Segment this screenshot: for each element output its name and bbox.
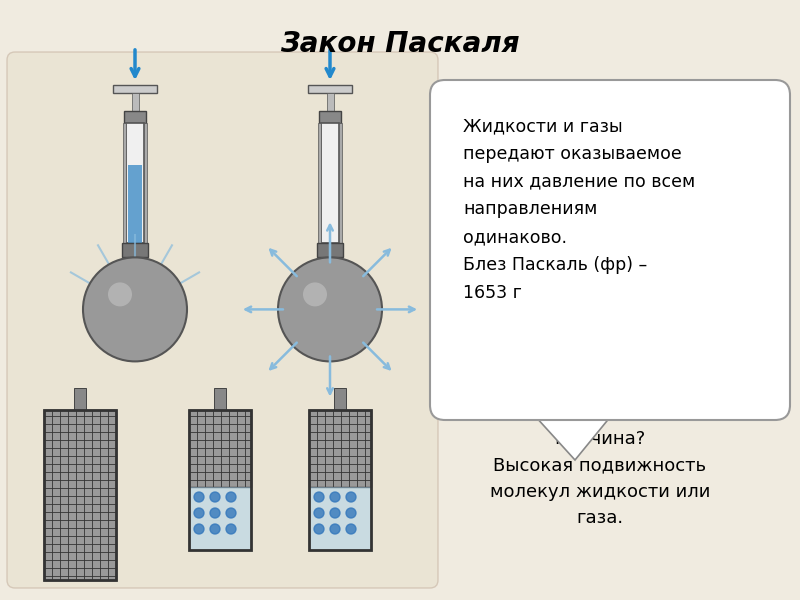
Bar (123, 123, 126, 243)
Circle shape (314, 508, 324, 518)
Circle shape (194, 492, 204, 502)
Circle shape (346, 524, 356, 534)
Bar (319, 111, 341, 123)
Bar (339, 123, 342, 243)
Circle shape (108, 283, 132, 307)
Bar (130, 257, 140, 273)
Circle shape (330, 508, 340, 518)
Bar (325, 257, 335, 273)
Text: Закон Паскаля: Закон Паскаля (280, 30, 520, 58)
Bar (309, 410, 371, 550)
Circle shape (210, 524, 220, 534)
Bar (334, 388, 346, 410)
Bar (214, 388, 226, 410)
Bar (308, 85, 352, 93)
Bar (318, 123, 321, 243)
Bar (309, 410, 371, 487)
Bar (74, 388, 86, 410)
Circle shape (226, 492, 236, 502)
Bar (122, 243, 148, 257)
Circle shape (194, 508, 204, 518)
Bar (309, 487, 371, 550)
Text: Причина?
Высокая подвижность
молекул жидкости или
газа.: Причина? Высокая подвижность молекул жид… (490, 430, 710, 527)
Circle shape (346, 492, 356, 502)
Bar (144, 123, 147, 243)
Text: Жидкости и газы
передают оказываемое
на них давление по всем
направлениям
одинак: Жидкости и газы передают оказываемое на … (463, 117, 695, 302)
Bar (113, 85, 157, 93)
Bar (44, 410, 116, 580)
Circle shape (226, 524, 236, 534)
Bar (189, 410, 251, 550)
Circle shape (194, 524, 204, 534)
Bar (321, 123, 339, 243)
Circle shape (314, 524, 324, 534)
Circle shape (330, 524, 340, 534)
Polygon shape (525, 405, 620, 460)
Circle shape (83, 257, 187, 361)
Circle shape (330, 492, 340, 502)
Circle shape (226, 508, 236, 518)
Bar (44, 410, 116, 580)
Bar (317, 243, 343, 257)
Bar (131, 93, 138, 111)
Bar (189, 487, 251, 550)
Circle shape (346, 508, 356, 518)
Circle shape (210, 508, 220, 518)
Circle shape (303, 283, 327, 307)
Circle shape (314, 492, 324, 502)
Circle shape (278, 257, 382, 361)
FancyBboxPatch shape (7, 52, 438, 588)
Bar (126, 123, 144, 243)
Bar (128, 165, 142, 243)
Bar (124, 111, 146, 123)
Bar (189, 410, 251, 487)
FancyBboxPatch shape (430, 80, 790, 420)
Bar (326, 93, 334, 111)
Circle shape (210, 492, 220, 502)
